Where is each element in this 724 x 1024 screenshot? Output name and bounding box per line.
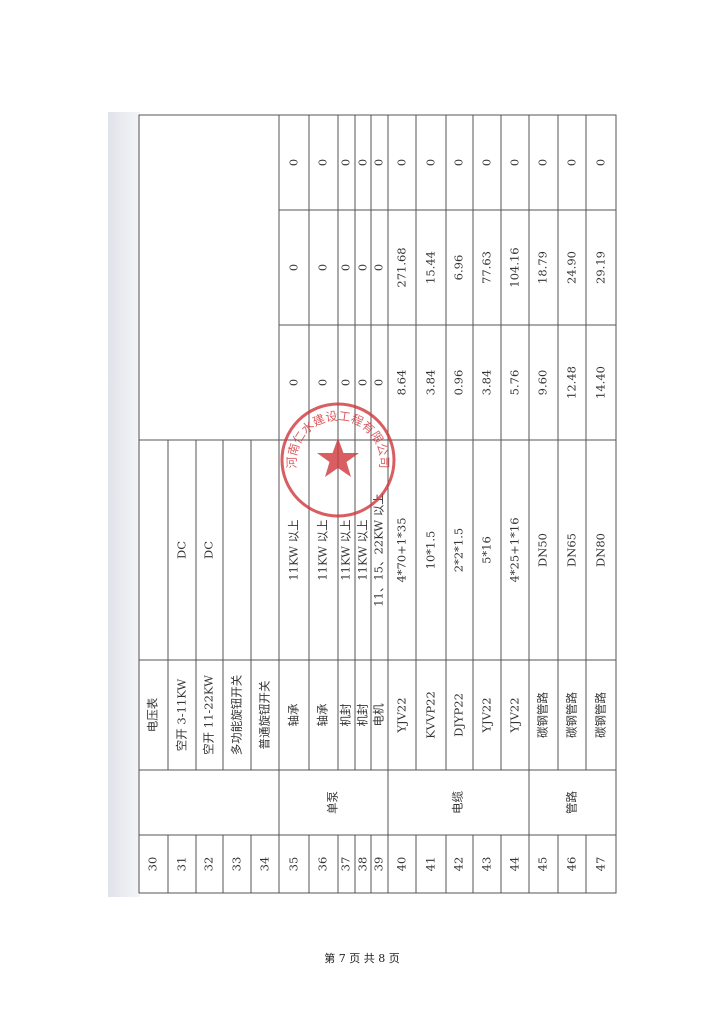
- row-number: 40: [387, 834, 416, 893]
- row-number: 44: [500, 834, 529, 893]
- value-1: 12.48: [557, 324, 586, 440]
- item-spec: DN80: [585, 439, 616, 660]
- value-3: 0: [500, 114, 529, 210]
- value-3: 0: [387, 114, 416, 210]
- category-cell: 管路: [528, 769, 616, 835]
- item-spec: DN65: [557, 439, 586, 660]
- value-1: 14.40: [585, 324, 616, 440]
- item-name: 普通旋钮开关: [250, 659, 279, 770]
- table-row: 30 电压表: [138, 114, 279, 893]
- item-name: 空开 11-22KW: [195, 659, 223, 770]
- value-1: 9.60: [528, 324, 558, 440]
- row-number: 38: [354, 834, 371, 893]
- value-1: 0.96: [445, 324, 473, 440]
- item-spec: [250, 439, 279, 660]
- value-3: 0: [415, 114, 446, 210]
- value-2: 0: [370, 209, 388, 325]
- value-2: 271.68: [387, 209, 416, 325]
- row-number: 31: [167, 834, 196, 893]
- item-name: 轴承: [278, 659, 309, 770]
- row-number: 41: [415, 834, 446, 893]
- item-name: 碳钢管路: [557, 659, 586, 770]
- value-3: 0: [445, 114, 473, 210]
- row-number: 32: [195, 834, 223, 893]
- value-2: 18.79: [528, 209, 558, 325]
- item-spec: 2*2*1.5: [445, 439, 473, 660]
- page-footer: 第 7 页 共 8 页: [324, 952, 400, 965]
- row-number: 30: [138, 834, 168, 893]
- item-name: 机封: [337, 659, 355, 770]
- value-3: 0: [585, 114, 616, 210]
- item-name: 碳钢管路: [585, 659, 616, 770]
- value-2: 77.63: [472, 209, 501, 325]
- blank-values-cell: [138, 114, 279, 440]
- row-number: 39: [370, 834, 388, 893]
- value-3: 0: [354, 114, 371, 210]
- table-row: 45 管路 碳钢管路 DN50 9.60 18.79 0: [528, 114, 616, 893]
- value-3: 0: [472, 114, 501, 210]
- item-name: 轴承: [308, 659, 338, 770]
- row-number: 42: [445, 834, 473, 893]
- item-name: 空开 3-11KW: [167, 659, 196, 770]
- category-cell: [138, 769, 279, 835]
- value-3: 0: [370, 114, 388, 210]
- item-spec: 5*16: [472, 439, 501, 660]
- item-name: 电压表: [138, 659, 168, 770]
- company-seal-stamp: 河南仁水建设工程有限公司: [280, 402, 396, 518]
- item-spec: [138, 439, 168, 660]
- item-spec: DC: [195, 439, 223, 660]
- item-spec: 4*25+1*16: [500, 439, 529, 660]
- value-2: 24.90: [557, 209, 586, 325]
- row-number: 36: [308, 834, 338, 893]
- item-name: 机封: [354, 659, 371, 770]
- value-1: 3.84: [472, 324, 501, 440]
- value-1: 5.76: [500, 324, 529, 440]
- value-3: 0: [308, 114, 338, 210]
- star-icon: [317, 438, 359, 477]
- value-2: 0: [308, 209, 338, 325]
- row-number: 47: [585, 834, 616, 893]
- item-spec: DN50: [528, 439, 558, 660]
- item-spec: DC: [167, 439, 196, 660]
- scan-shadow: [108, 112, 140, 897]
- value-2: 6.96: [445, 209, 473, 325]
- item-name: YJV22: [387, 659, 416, 770]
- value-2: 104.16: [500, 209, 529, 325]
- item-name: DJYP22: [445, 659, 473, 770]
- item-spec: [222, 439, 251, 660]
- item-spec: 10*1.5: [415, 439, 446, 660]
- item-name: 碳钢管路: [528, 659, 558, 770]
- row-number: 33: [222, 834, 251, 893]
- item-name: YJV22: [500, 659, 529, 770]
- category-cell: 电缆: [387, 769, 529, 835]
- row-number: 35: [278, 834, 309, 893]
- item-name: 多功能旋钮开关: [222, 659, 251, 770]
- value-3: 0: [557, 114, 586, 210]
- item-name: YJV22: [472, 659, 501, 770]
- value-3: 0: [278, 114, 309, 210]
- item-name: KVVP22: [415, 659, 446, 770]
- value-2: 29.19: [585, 209, 616, 325]
- category-cell: 单泵: [278, 769, 388, 835]
- row-number: 46: [557, 834, 586, 893]
- row-number: 45: [528, 834, 558, 893]
- row-number: 43: [472, 834, 501, 893]
- value-1: 3.84: [415, 324, 446, 440]
- item-name: 电机: [370, 659, 388, 770]
- value-2: 0: [278, 209, 309, 325]
- value-3: 0: [337, 114, 355, 210]
- value-2: 0: [337, 209, 355, 325]
- row-number: 34: [250, 834, 279, 893]
- value-2: 15.44: [415, 209, 446, 325]
- value-3: 0: [528, 114, 558, 210]
- row-number: 37: [337, 834, 355, 893]
- value-2: 0: [354, 209, 371, 325]
